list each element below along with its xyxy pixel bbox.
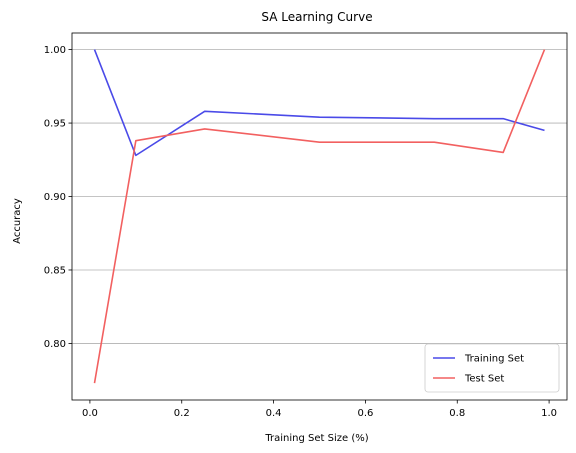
x-tick-label-2: 0.4 [266, 408, 282, 419]
legend: Training Set Test Set [424, 343, 560, 393]
series-line-training-set [93, 49, 545, 157]
x-tick-label-0: 0.0 [82, 408, 98, 419]
x-tick-label-1: 0.2 [174, 408, 190, 419]
series-lines [93, 49, 546, 384]
x-axis-ticks: 0.0 0.2 0.4 0.6 0.8 1.0 [82, 400, 557, 419]
legend-label-test-set: Test Set [464, 374, 504, 385]
y-axis-ticks: 0.80 0.85 0.90 0.95 1.00 [44, 45, 72, 350]
y-tick-label-2: 0.90 [44, 192, 66, 203]
x-tick-label-4: 0.8 [449, 408, 465, 419]
x-tick-label-5: 1.0 [541, 408, 557, 419]
y-tick-label-4: 1.00 [44, 45, 66, 56]
y-tick-label-0: 0.80 [44, 339, 66, 350]
chart-title: SA Learning Curve [261, 10, 372, 24]
y-tick-label-3: 0.95 [44, 119, 66, 130]
legend-box [424, 343, 560, 393]
y-tick-label-1: 0.85 [44, 265, 66, 276]
y-axis-label: Accuracy [12, 198, 23, 244]
series-line-test-set [93, 49, 546, 384]
grid-lines [72, 49, 567, 344]
x-axis-label: Training Set Size (%) [264, 433, 368, 444]
plot-frame [71, 32, 568, 401]
x-tick-label-3: 0.6 [357, 408, 373, 419]
legend-label-training-set: Training Set [464, 354, 524, 365]
